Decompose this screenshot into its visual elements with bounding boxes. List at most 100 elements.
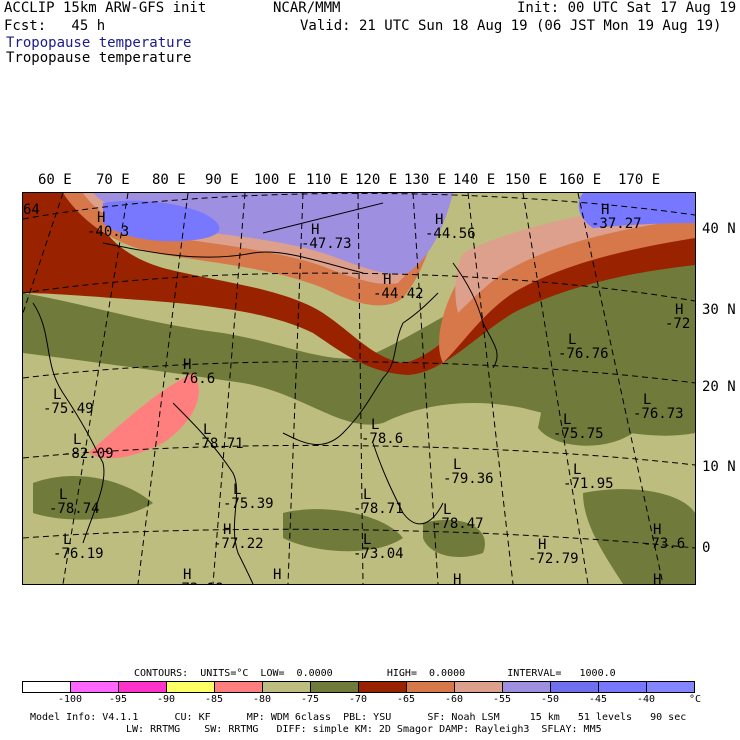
lat-label: 30 N (702, 302, 736, 318)
extremum-type: H (653, 572, 662, 585)
legend-tick-label: -45 (588, 694, 608, 705)
legend-swatch (406, 681, 455, 693)
legend-swatch (22, 681, 71, 693)
cold-spot (88, 373, 199, 459)
lon-line (212, 193, 246, 584)
extremum-value: -40.3 (87, 224, 130, 240)
extremum-value: 64 (23, 202, 40, 218)
extremum-type: H (383, 272, 392, 288)
extremum-type: L (371, 417, 380, 433)
legend-swatch (550, 681, 599, 693)
extremum-type: H (183, 357, 192, 373)
field-name-2: Tropopause temperature (6, 50, 192, 66)
extremum-type: L (443, 502, 452, 518)
extremum-value: -73.18 (173, 582, 224, 584)
extremum-value: -44.56 (425, 226, 476, 242)
extremum-value: -75.75 (553, 426, 604, 442)
contours-info: CONTOURS: UNITS=°C LOW= 0.0000 HIGH= 0.0… (134, 668, 616, 679)
org-label: NCAR/MMM (273, 0, 341, 16)
valid-time: Valid: 21 UTC Sun 18 Aug 19 (06 JST Mon … (300, 18, 722, 34)
lon-line (522, 193, 589, 584)
coastline (452, 262, 498, 369)
lon-label: 60 E (38, 172, 72, 188)
extremum-value: -76.73 (633, 406, 684, 422)
legend-tick-label: -95 (108, 694, 128, 705)
map-extremum-label: L -76.76 (558, 333, 609, 361)
init-time: Init: 00 UTC Sat 17 Aug 19 (517, 0, 737, 16)
map-extremum-label: H-73.06 (643, 572, 694, 585)
extremum-type: H (97, 210, 106, 226)
extremum-value: -82.09 (63, 446, 114, 462)
extremum-type: L (363, 487, 372, 503)
lon-line (357, 193, 364, 584)
map-extremum-label: H -77.22 (213, 523, 264, 551)
legend-swatch (70, 681, 119, 693)
extremum-type: H (653, 522, 662, 538)
lon-label: 90 E (205, 172, 239, 188)
map-extremum-label: L -73.04 (353, 533, 404, 561)
lat-label: 0 (702, 540, 711, 556)
extremum-type: H (311, 222, 320, 238)
map-extremum-label: L -82.09 (63, 433, 114, 461)
extremum-value: -76.19 (53, 546, 104, 562)
border (262, 202, 384, 234)
legend-tick-label: -75 (300, 694, 320, 705)
map-extremum-label: L -76.19 (53, 533, 104, 561)
physics-info: LW: RRTMG SW: RRTMG DIFF: simple KM: 2D … (126, 724, 602, 735)
extremum-value: -78.71 (193, 436, 244, 452)
lon-line (287, 193, 304, 584)
legend-swatch (166, 681, 215, 693)
extremum-value: -78.6 (361, 431, 404, 447)
extremum-type: H (223, 522, 232, 538)
extremum-type: L (233, 482, 242, 498)
lon-label: 170 E (618, 172, 661, 188)
extremum-type: L (59, 487, 68, 503)
extremum-value: -71.95 (563, 476, 614, 492)
extremum-value: -76.6 (173, 371, 216, 387)
graticule (23, 193, 695, 584)
legend-tick-label: -70 (348, 694, 368, 705)
legend-swatch (214, 681, 263, 693)
blue-blob-east (578, 193, 695, 228)
extremum-type: H (273, 567, 282, 583)
legend-tick-label: -50 (540, 694, 560, 705)
map-extremum-label: L -78.6 (361, 418, 403, 446)
dark-patch-1 (33, 475, 153, 520)
legend-swatch (358, 681, 407, 693)
lon-label: 120 E (355, 172, 398, 188)
map-extremum-label: H-73.36 (443, 572, 494, 585)
extremum-value: -47.73 (301, 236, 352, 252)
dark-patch-2 (538, 399, 633, 446)
extremum-type: L (73, 432, 82, 448)
map-extremum-label: L -76.73 (633, 393, 684, 421)
lon-line (467, 193, 514, 584)
lon-label: 130 E (404, 172, 447, 188)
extremum-type: L (573, 462, 582, 478)
map-extremum-label: H -44.42 (373, 273, 424, 301)
border (102, 242, 364, 274)
extremum-type: H (435, 212, 444, 228)
legend-tick-label: -40 (636, 694, 656, 705)
extremum-value: -78.74 (49, 501, 100, 517)
extremum-type: H (453, 572, 462, 585)
extremum-value: -37.27 (591, 216, 642, 232)
map-panel: H -40.3 H -47.73 H -44.56 H -37.27 H -44.42 L -76.7… (22, 192, 696, 585)
lon-line (23, 193, 64, 314)
map-extremum-label: H -72 (665, 303, 690, 331)
legend-swatch (118, 681, 167, 693)
extremum-value: -76.76 (558, 346, 609, 362)
legend-tick-label: -55 (492, 694, 512, 705)
dark-patch-4 (423, 519, 485, 558)
extremum-value: -75.39 (223, 496, 274, 512)
legend-tick-label: -85 (204, 694, 224, 705)
extremum-type: H (183, 567, 192, 583)
extremum-value: -79.36 (443, 471, 494, 487)
map-extremum-label: L -75.39 (223, 483, 274, 511)
extremum-type: L (453, 457, 462, 473)
map-extremum-label: L -78.47 (433, 503, 484, 531)
lon-label: 80 E (152, 172, 186, 188)
map-extremum-label: L -75.49 (43, 388, 94, 416)
lon-line (62, 193, 129, 584)
extremum-type: H (538, 537, 547, 553)
model-title: ACCLIP 15km ARW-GFS init (4, 0, 207, 16)
